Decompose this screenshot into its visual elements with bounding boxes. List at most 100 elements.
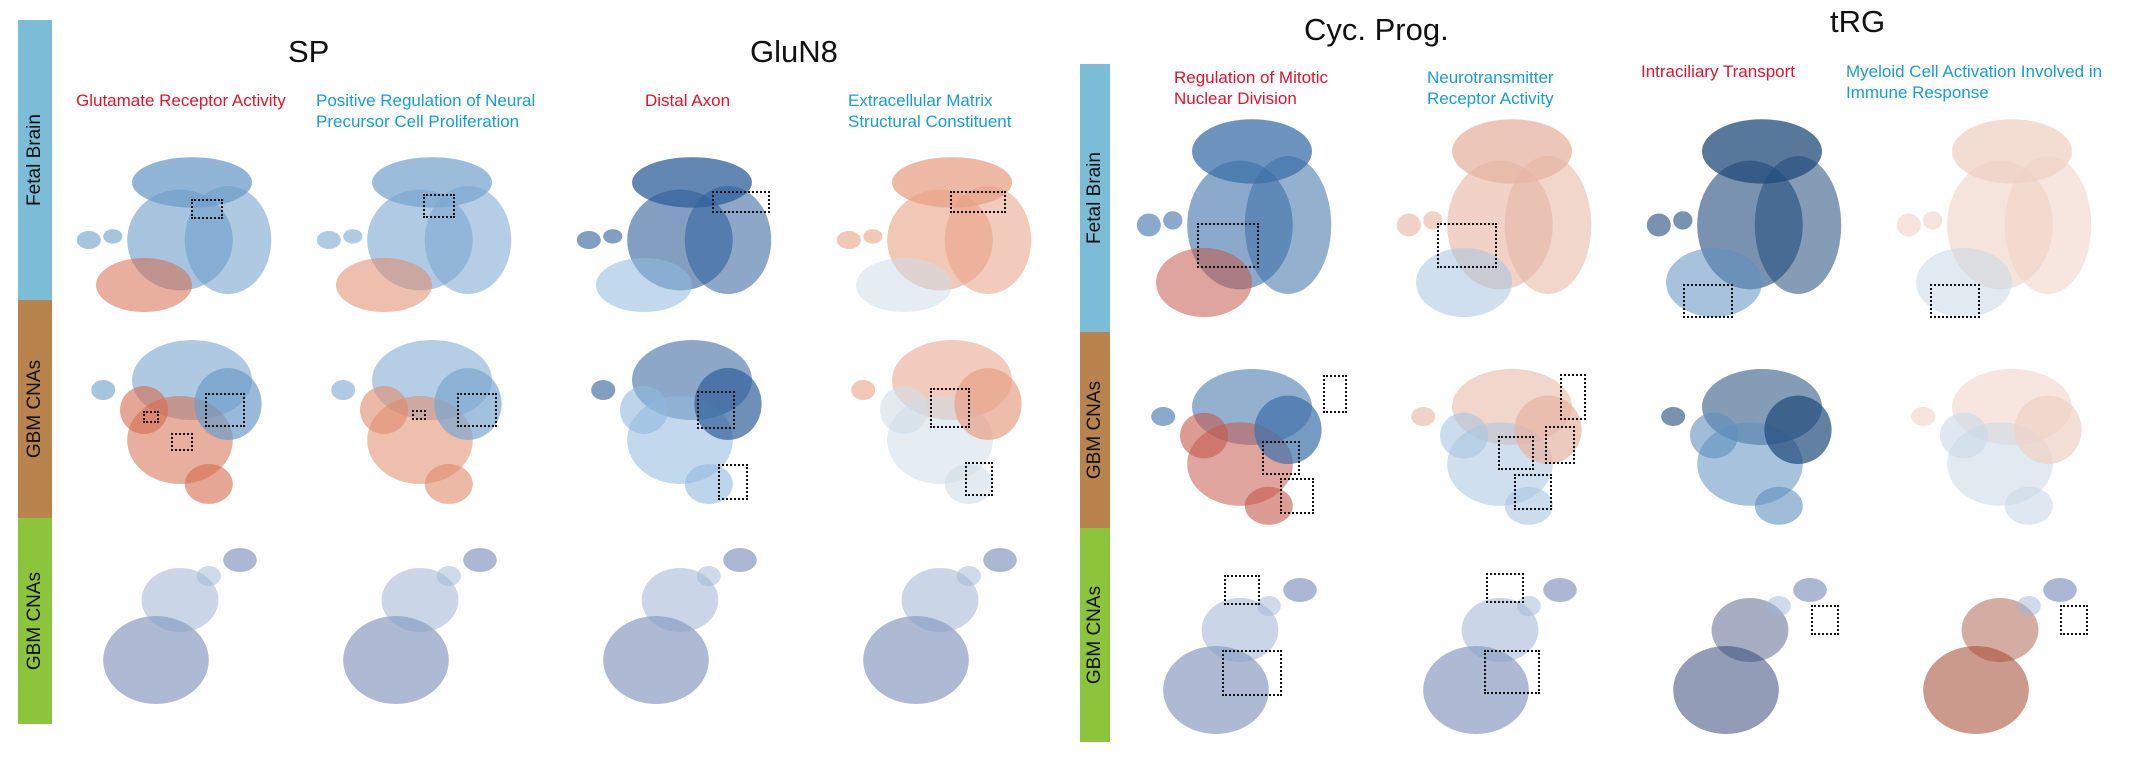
cell-cluster [1504,486,1553,525]
cell-cluster [1396,213,1421,237]
cell-cluster [836,231,861,249]
umap-panel [1423,578,1577,734]
cell-cluster [954,368,1022,440]
highlight-box [1280,478,1314,514]
cell-cluster [723,548,757,572]
cell-cluster [1440,412,1488,459]
group-title-glun8: GluN8 [750,34,838,69]
cell-cluster [2004,486,2053,525]
cell-cluster [684,464,733,504]
cell-cluster [1923,211,1943,230]
umap-panel [576,157,772,312]
cell-cluster [2016,596,2041,616]
highlight-box [1514,474,1552,510]
cell-cluster [1711,598,1789,662]
highlight-box [1498,436,1534,470]
cell-cluster [316,231,341,249]
cell-cluster [1916,248,2012,317]
umap-panel [1923,578,2077,734]
cell-cluster [463,548,497,572]
cell-cluster [120,386,168,434]
cell-cluster [1514,395,1582,464]
cell-cluster [103,229,123,244]
cell-cluster [880,386,928,434]
cell-cluster [863,616,969,704]
column-title: Glutamate Receptor Activity [76,91,286,110]
cell-cluster [434,368,502,440]
cell-cluster [596,258,692,312]
column-title: Intraciliary Transport [1641,62,1795,81]
cell-cluster [641,568,719,632]
highlight-box [950,191,1006,213]
row-label-fetal-brain-left: Fetal Brain [18,20,52,300]
cell-cluster [956,566,981,586]
cell-cluster [2004,156,2092,294]
highlight-box [1197,223,1259,268]
cell-cluster [1911,407,1936,426]
cell-cluster [684,186,772,294]
column-title: Positive Regulation of Neural Precursor … [316,91,536,131]
highlight-box [1437,223,1497,268]
highlight-box [1224,575,1260,605]
umap-panel [1673,578,1827,734]
cell-cluster [603,616,709,704]
highlight-box [965,462,993,496]
cell-cluster [944,186,1032,294]
cell-cluster [1923,646,2029,734]
cell-cluster [1766,596,1791,616]
highlight-box [171,433,193,451]
group-title-trg: tRG [1830,4,1886,39]
cell-cluster [1461,598,1539,662]
cell-cluster [1896,213,1921,237]
cell-cluster [576,231,601,249]
highlight-box [1930,284,1980,318]
cell-cluster [184,464,233,504]
umap-panel [836,157,1032,312]
cell-cluster [1543,578,1577,602]
umap-panel [1396,119,1592,317]
cell-cluster [76,231,101,249]
cell-cluster [1256,596,1281,616]
umap-panel [316,157,512,312]
cell-cluster [1690,412,1738,459]
cell-cluster [1793,578,1827,602]
umap-panel [343,548,497,704]
umap-panel [1911,369,2082,525]
cell-cluster [1754,156,1842,294]
cell-cluster [103,616,209,704]
cell-cluster [360,386,408,434]
cell-cluster [851,380,876,400]
cell-cluster [223,548,257,572]
group-title-sp: SP [288,34,330,69]
cell-cluster [591,380,616,400]
row-label-gbm-cnas-2-right: GBM CNAs [1080,528,1110,742]
umap-panel [591,340,762,504]
cell-cluster [336,258,432,312]
cell-cluster [1646,213,1671,237]
umap-panel [1163,578,1317,734]
highlight-box [718,464,748,500]
cell-cluster [1151,407,1176,426]
cell-cluster [620,386,668,434]
cell-cluster [331,380,356,400]
highlight-box [2060,605,2088,635]
highlight-box [1222,650,1282,696]
highlight-box [712,191,770,213]
cell-cluster [901,568,979,632]
cell-cluster [1254,395,1322,464]
row-label-fetal-brain-right: Fetal Brain [1080,64,1110,332]
umap-panel [1151,369,1322,525]
highlight-box [412,410,426,420]
column-title: Neurotransmitter Receptor Activity [1427,68,1554,108]
cell-cluster [381,568,459,632]
row-label-gbm-cnas-2-left: GBM CNAs [18,518,52,724]
cell-cluster [184,186,272,294]
cell-cluster [1673,211,1693,230]
cell-cluster [1961,598,2039,662]
highlight-box [143,411,159,423]
cell-cluster [694,368,762,440]
column-title: Myeloid Cell Activation Involved in Immu… [1846,62,2103,102]
cell-cluster [343,616,449,704]
highlight-box [1811,605,1839,635]
umap-panel [603,548,757,704]
